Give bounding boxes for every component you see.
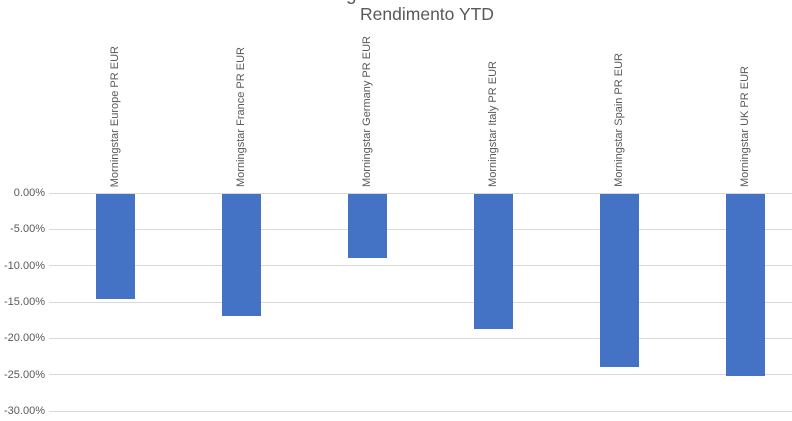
bar-morningstar-italy-pr-eur bbox=[473, 193, 513, 329]
category-label-morningstar-spain-pr-eur: Morningstar Spain PR EUR bbox=[613, 53, 625, 187]
y-axis-tick-label: -25.00% bbox=[4, 368, 45, 381]
clipped-text-fragment: g bbox=[346, 0, 357, 4]
bar-morningstar-france-pr-eur bbox=[221, 193, 261, 316]
category-label-morningstar-france-pr-eur: Morningstar France PR EUR bbox=[235, 47, 247, 187]
bar-morningstar-germany-pr-eur bbox=[347, 193, 387, 259]
chart-title: Rendimento YTD bbox=[360, 4, 494, 24]
bar-morningstar-uk-pr-eur bbox=[725, 193, 765, 376]
y-axis-tick-label: -30.00% bbox=[4, 405, 45, 418]
y-axis-tick-label: -5.00% bbox=[10, 223, 45, 236]
gridline bbox=[49, 337, 792, 339]
gridline bbox=[49, 301, 792, 303]
bar-morningstar-spain-pr-eur bbox=[599, 193, 639, 367]
category-label-morningstar-uk-pr-eur: Morningstar UK PR EUR bbox=[739, 65, 751, 187]
y-axis-tick-label: 0.00% bbox=[13, 187, 45, 199]
gridline bbox=[49, 374, 792, 376]
y-axis-tick-label: -10.00% bbox=[4, 259, 45, 272]
category-label-morningstar-italy-pr-eur: Morningstar Italy PR EUR bbox=[487, 61, 499, 187]
y-axis-tick-label: -15.00% bbox=[4, 296, 45, 309]
y-axis-tick-label: -20.00% bbox=[4, 332, 45, 345]
gridline bbox=[49, 228, 792, 230]
category-label-morningstar-germany-pr-eur: Morningstar Germany PR EUR bbox=[361, 36, 373, 187]
gridline bbox=[49, 192, 792, 194]
category-label-morningstar-europe-pr-eur: Morningstar Europe PR EUR bbox=[109, 45, 121, 187]
gridline bbox=[49, 410, 792, 412]
gridline bbox=[49, 265, 792, 267]
bar-morningstar-europe-pr-eur bbox=[95, 193, 135, 299]
